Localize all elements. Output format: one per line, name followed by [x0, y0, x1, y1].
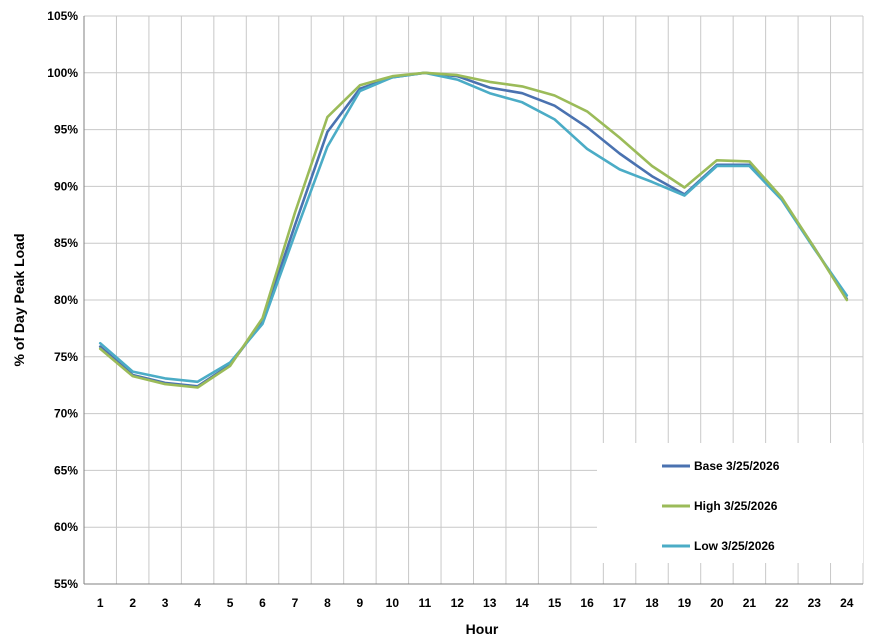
x-tick-label: 9 — [357, 596, 364, 610]
y-tick-label: 65% — [54, 463, 78, 477]
x-tick-label: 12 — [451, 596, 465, 610]
legend-label: Low 3/25/2026 — [694, 539, 775, 553]
legend-label: High 3/25/2026 — [694, 499, 778, 513]
x-tick-label: 1 — [97, 596, 104, 610]
legend-box — [597, 443, 863, 563]
x-tick-label: 24 — [840, 596, 854, 610]
legend-label: Base 3/25/2026 — [694, 459, 780, 473]
y-tick-label: 75% — [54, 350, 78, 364]
y-tick-label: 95% — [54, 123, 78, 137]
series-lines — [98, 71, 849, 389]
y-tick-label: 80% — [54, 293, 78, 307]
x-tick-label: 14 — [516, 596, 530, 610]
series-line-high — [98, 71, 849, 389]
y-tick-label: 60% — [54, 520, 78, 534]
series-line-low — [98, 71, 849, 384]
x-tick-label: 22 — [775, 596, 789, 610]
x-tick-label: 16 — [580, 596, 594, 610]
y-tick-label: 55% — [54, 577, 78, 591]
x-tick-label: 5 — [227, 596, 234, 610]
legend: Base 3/25/2026 High 3/25/2026 Low 3/25/202… — [597, 443, 863, 563]
x-tick-label: 11 — [418, 596, 431, 610]
y-axis-tick-labels: 55% 60% 65% 70% 75% 80% 85% 90% 95% 100% 105% — [47, 9, 78, 591]
x-tick-label: 20 — [710, 596, 724, 610]
x-tick-label: 21 — [743, 596, 757, 610]
y-tick-label: 70% — [54, 407, 78, 421]
x-tick-label: 2 — [129, 596, 136, 610]
y-axis-title: % of Day Peak Load — [11, 233, 27, 366]
y-tick-label: 105% — [47, 9, 78, 23]
x-tick-label: 18 — [645, 596, 659, 610]
x-tick-label: 8 — [324, 596, 331, 610]
y-tick-label: 100% — [47, 66, 78, 80]
x-tick-label: 17 — [613, 596, 627, 610]
x-tick-label: 3 — [162, 596, 169, 610]
x-tick-label: 15 — [548, 596, 562, 610]
x-tick-label: 13 — [483, 596, 497, 610]
x-tick-label: 10 — [386, 596, 400, 610]
x-tick-label: 4 — [194, 596, 201, 610]
x-axis-title: Hour — [466, 621, 499, 637]
y-tick-label: 85% — [54, 236, 78, 250]
y-tick-label: 90% — [54, 179, 78, 193]
x-axis-tick-labels: 1 2 3 4 5 6 7 8 9 10 11 12 13 14 15 16 17 18 19 20 21 22 23 24 — [97, 596, 854, 610]
x-tick-label: 19 — [678, 596, 692, 610]
x-tick-label: 23 — [808, 596, 822, 610]
x-tick-label: 6 — [259, 596, 266, 610]
x-tick-label: 7 — [292, 596, 299, 610]
